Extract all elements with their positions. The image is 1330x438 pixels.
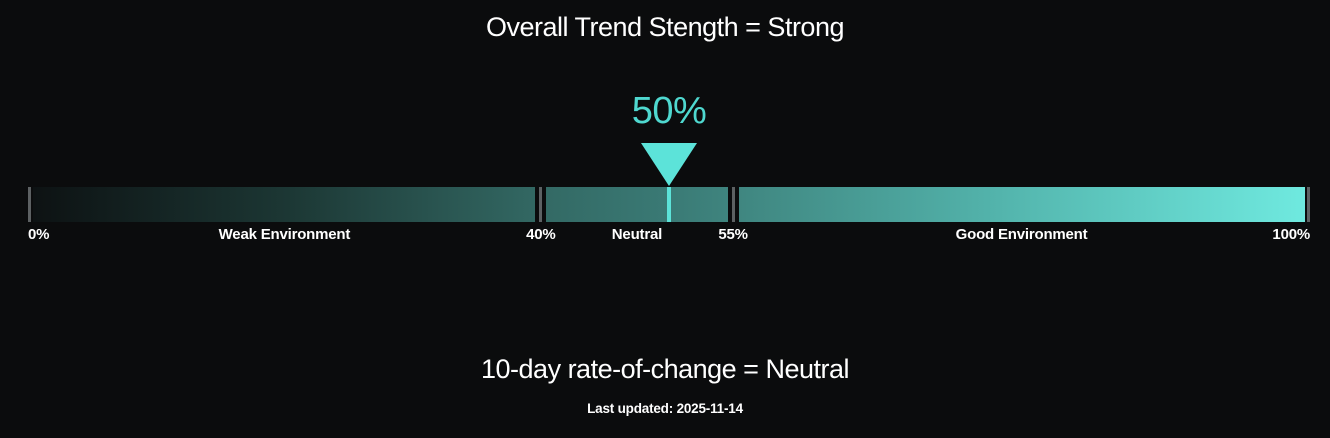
footer-subtitle: 10-day rate-of-change = Neutral [481, 354, 849, 384]
tick-label-0: 0% [28, 226, 50, 243]
tick-label-40: 40% [526, 226, 556, 243]
segment-label-weak-environment: Weak Environment [218, 226, 351, 243]
segment-label-neutral: Neutral [611, 226, 663, 243]
gauge-divider-55 [727, 187, 739, 222]
gauge-divider-40 [535, 187, 547, 222]
tick-label-100: 100% [1272, 226, 1310, 243]
gauge-end-tick [1307, 187, 1310, 222]
gauge-area: 50% 0% Weak Environment 40% Neutral 55% … [28, 0, 1310, 438]
gauge-bar [28, 187, 1310, 222]
segment-label-good-environment: Good Environment [955, 226, 1088, 243]
gauge-start-tick [28, 187, 31, 222]
gauge-value-label: 50% [631, 90, 707, 132]
tick-label-55: 55% [718, 226, 748, 243]
gauge-value-marker [667, 187, 671, 222]
last-updated-text: Last updated: 2025-11-14 [587, 401, 743, 416]
gauge-axis-labels: 0% Weak Environment 40% Neutral 55% Good… [28, 226, 1310, 244]
gauge-pointer-triangle-icon [641, 143, 697, 186]
chart-title: Overall Trend Stength = Strong [486, 12, 844, 42]
